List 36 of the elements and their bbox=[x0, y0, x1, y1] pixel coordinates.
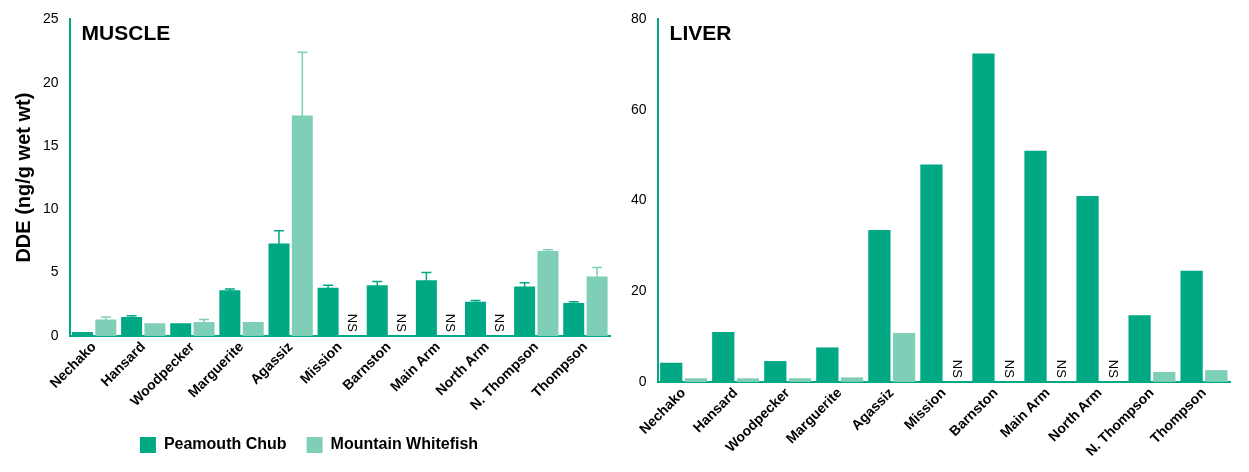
y-tick-label: 80 bbox=[630, 10, 647, 27]
y-tick-label: 60 bbox=[630, 100, 647, 117]
y-tick-label: 10 bbox=[42, 200, 59, 217]
y-tick-label: 20 bbox=[42, 73, 59, 90]
bar bbox=[892, 332, 916, 382]
y-tick-label: 25 bbox=[42, 10, 59, 27]
text: NS bbox=[344, 313, 360, 332]
bar bbox=[193, 321, 215, 336]
bar bbox=[242, 321, 264, 336]
text: NS bbox=[949, 359, 965, 378]
y-axis-title: DDE (ng/g wet wt) bbox=[11, 92, 34, 263]
bar bbox=[95, 319, 117, 336]
text: NS bbox=[492, 313, 508, 332]
bar bbox=[840, 377, 864, 382]
y-tick-label: 0 bbox=[638, 372, 647, 389]
y-tick-label: 20 bbox=[630, 282, 647, 299]
legend-label: Peamouth Chub bbox=[163, 435, 287, 453]
bar bbox=[144, 323, 166, 336]
chart-title: LIVER bbox=[669, 20, 732, 44]
bar bbox=[537, 251, 559, 336]
bar bbox=[1153, 371, 1176, 382]
y-tick-label: 15 bbox=[42, 136, 59, 153]
y-tick-label: 5 bbox=[50, 263, 59, 280]
y-tick-label: 40 bbox=[630, 191, 647, 208]
text: NS bbox=[394, 313, 410, 332]
text: NS bbox=[443, 313, 459, 332]
text: NS bbox=[1001, 359, 1017, 378]
bar bbox=[684, 378, 708, 382]
text: NS bbox=[1105, 359, 1121, 378]
chart-title: MUSCLE bbox=[81, 20, 171, 44]
bar bbox=[736, 378, 760, 382]
text: NS bbox=[1053, 359, 1069, 378]
bar bbox=[788, 378, 812, 382]
y-tick-label: 0 bbox=[50, 326, 59, 343]
legend-label: Mountain Whitefish bbox=[330, 435, 479, 453]
bar bbox=[1205, 370, 1228, 382]
